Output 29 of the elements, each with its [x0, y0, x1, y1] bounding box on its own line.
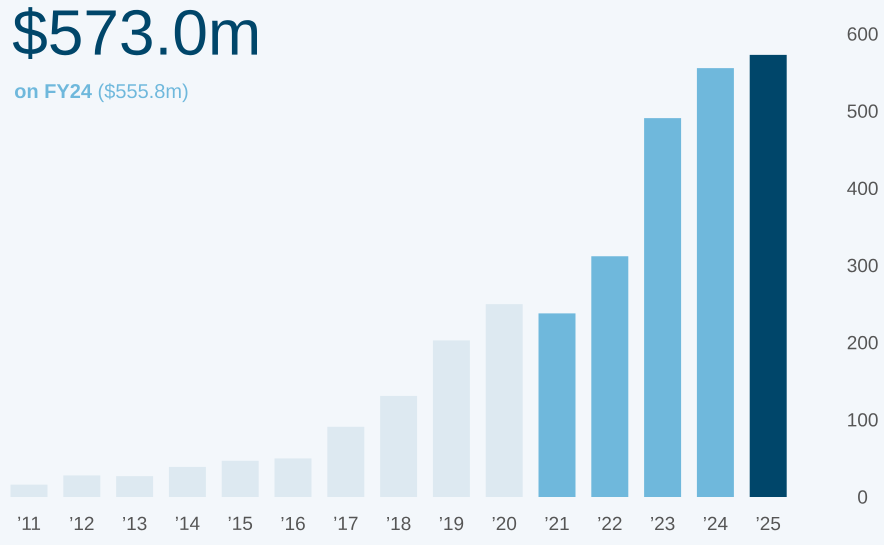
x-tick-label: ’12 [70, 516, 94, 530]
x-tick-label: ’17 [334, 516, 358, 530]
x-tick-label: ’18 [387, 516, 410, 530]
y-tick-label: 600 [848, 27, 878, 41]
bar [750, 54, 787, 497]
x-tick-label: ’20 [492, 516, 516, 530]
x-tick-label: ’24 [704, 516, 728, 530]
bar [591, 256, 628, 497]
y-tick-label: 0 [858, 490, 868, 504]
x-tick-label: ’13 [123, 516, 146, 530]
x-tick-label: ’19 [440, 516, 464, 530]
bar [644, 118, 682, 497]
x-tick-label: ’16 [282, 516, 305, 530]
x-tick-label: ’23 [651, 516, 674, 530]
y-tick-label: 400 [847, 182, 878, 196]
y-tick-label: 200 [848, 336, 878, 350]
y-tick-label: 100 [848, 413, 878, 427]
y-tick-label: 500 [848, 104, 878, 118]
x-tick-label: ’25 [756, 516, 780, 530]
x-tick-label: ’15 [228, 516, 252, 530]
x-tick-label: ’11 [18, 516, 40, 530]
text: on FY24 ($555.8m) [14, 83, 188, 102]
x-tick-label: ’22 [598, 516, 622, 530]
bar [696, 68, 734, 497]
chart-title: $573.0m [12, 7, 258, 59]
x-tick-label: ’14 [176, 516, 200, 530]
x-tick-label: ’21 [546, 516, 569, 530]
bar [538, 313, 576, 497]
y-tick-label: 300 [847, 258, 878, 272]
